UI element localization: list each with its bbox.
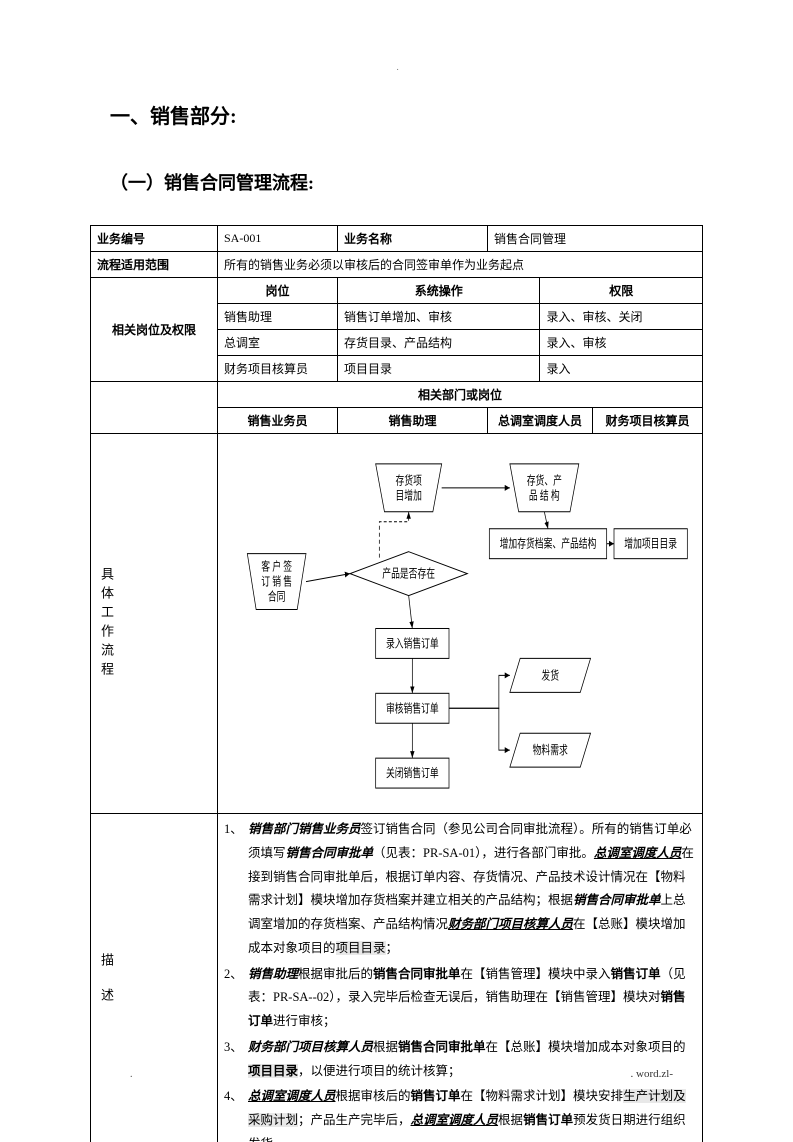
desc-item-num: 4、 [224, 1085, 248, 1142]
lane-0: 销售业务员 [218, 408, 338, 434]
flow-node: 客 户 签订 销 售合同 [247, 554, 306, 610]
desc-item-num: 1、 [224, 818, 248, 961]
page-top-dot: . [397, 62, 399, 72]
flow-node: 审核销售订单 [376, 693, 449, 723]
flow-node: 产品是否存在 [350, 552, 467, 596]
flow-side-label-text: 具体工作流程 [97, 567, 116, 681]
flow-node: 存货、产品 结 构 [510, 464, 579, 512]
biz-name-label: 业务名称 [338, 226, 488, 252]
header-row: 业务编号 SA-001 业务名称 销售合同管理 [91, 226, 703, 252]
role-0-role: 销售助理 [218, 304, 338, 330]
scope-row: 流程适用范围 所有的销售业务必须以审核后的合同签审单作为业务起点 [91, 252, 703, 278]
role-1-perm: 录入、审核 [540, 330, 703, 356]
flow-node: 增加存货档案、产品结构 [489, 529, 606, 559]
desc-item-text: 销售助理根据审批后的销售合同审批单在【销售管理】模块中录入销售订单（见表：PR-… [248, 963, 696, 1034]
svg-text:订 销 售: 订 销 售 [261, 574, 292, 589]
role-0-perm: 录入、审核、关闭 [540, 304, 703, 330]
svg-text:产品是否存在: 产品是否存在 [382, 566, 435, 581]
role-2-sys: 项目目录 [338, 356, 540, 382]
svg-text:发货: 发货 [541, 668, 559, 683]
svg-text:合同: 合同 [268, 589, 286, 604]
flow-side-label: 具体工作流程 [91, 434, 218, 814]
desc-item: 2、销售助理根据审批后的销售合同审批单在【销售管理】模块中录入销售订单（见表：P… [224, 963, 696, 1034]
svg-text:增加项目目录: 增加项目目录 [624, 536, 677, 551]
heading-2: （一）销售合同管理流程: [90, 169, 703, 195]
svg-text:增加存货档案、产品结构: 增加存货档案、产品结构 [500, 536, 597, 551]
desc-row: 描述 1、销售部门销售业务员签订销售合同（参见公司合同审批流程）。所有的销售订单… [91, 814, 703, 1142]
roles-header-row: 相关岗位及权限 岗位 系统操作 权限 [91, 278, 703, 304]
svg-text:物料需求: 物料需求 [533, 743, 569, 758]
scope-value: 所有的销售业务必须以审核后的合同签审单作为业务起点 [218, 252, 703, 278]
heading-1: 一、销售部分: [90, 100, 703, 129]
desc-side-label-text: 描述 [97, 953, 116, 1023]
flow-node: 发货 [510, 658, 591, 692]
svg-text:目增加: 目增加 [395, 488, 421, 503]
role-2-perm: 录入 [540, 356, 703, 382]
desc-item: 1、销售部门销售业务员签订销售合同（参见公司合同审批流程）。所有的销售订单必须填… [224, 818, 696, 961]
lane-3: 财务项目核算员 [593, 408, 703, 434]
biz-name-value: 销售合同管理 [488, 226, 703, 252]
flow-row: 具体工作流程 客 户 签订 销 售合同 存货项目增加产品是否存在录入销售订单审核销… [91, 434, 703, 814]
svg-text:审核销售订单: 审核销售订单 [386, 701, 439, 716]
roles-col-sys: 系统操作 [338, 278, 540, 304]
desc-item-text: 销售部门销售业务员签订销售合同（参见公司合同审批流程）。所有的销售订单必须填写销… [248, 818, 696, 961]
desc-item: 4、总调室调度人员根据审核后的销售订单在【物料需求计划】模块安排生产计划及采购计… [224, 1085, 696, 1142]
lanes-section-row: 相关部门或岗位 [91, 382, 703, 408]
desc-side-label: 描述 [91, 814, 218, 1142]
roles-group-label: 相关岗位及权限 [91, 278, 218, 382]
desc-item-num: 2、 [224, 963, 248, 1034]
page-container: 一、销售部分: （一）销售合同管理流程: 业务编号 SA-001 业务名称 销售… [0, 0, 793, 1142]
svg-text:录入销售订单: 录入销售订单 [386, 636, 439, 651]
scope-label: 流程适用范围 [91, 252, 218, 278]
svg-text:品 结 构: 品 结 构 [529, 488, 560, 503]
footer-left: . [130, 1069, 133, 1080]
footer-right: . word.zl- [631, 1068, 673, 1080]
flow-cell: 客 户 签订 销 售合同 存货项目增加产品是否存在录入销售订单审核销售订单关闭销售… [218, 434, 703, 814]
desc-item-text: 总调室调度人员根据审核后的销售订单在【物料需求计划】模块安排生产计划及采购计划；… [248, 1085, 696, 1142]
role-2-role: 财务项目核算员 [218, 356, 338, 382]
desc-cell: 1、销售部门销售业务员签订销售合同（参见公司合同审批流程）。所有的销售订单必须填… [218, 814, 703, 1142]
desc-item-num: 3、 [224, 1036, 248, 1084]
lane-1: 销售助理 [338, 408, 488, 434]
svg-text:关闭销售订单: 关闭销售订单 [386, 766, 439, 781]
role-1-sys: 存货目录、产品结构 [338, 330, 540, 356]
svg-text:存货、产: 存货、产 [527, 473, 562, 488]
flow-node: 录入销售订单 [376, 628, 449, 658]
desc-item-text: 财务部门项目核算人员根据销售合同审批单在【总账】模块增加成本对象项目的项目目录，… [248, 1036, 696, 1084]
roles-col-role: 岗位 [218, 278, 338, 304]
svg-text:客 户 签: 客 户 签 [261, 559, 292, 574]
lanes-section-label: 相关部门或岗位 [218, 382, 703, 408]
flow-node: 物料需求 [510, 733, 591, 767]
main-table: 业务编号 SA-001 业务名称 销售合同管理 流程适用范围 所有的销售业务必须… [90, 225, 703, 1142]
flowchart-svg: 客 户 签订 销 售合同 存货项目增加产品是否存在录入销售订单审核销售订单关闭销售… [218, 434, 702, 813]
flow-node: 增加项目目录 [614, 529, 687, 559]
role-0-sys: 销售订单增加、审核 [338, 304, 540, 330]
biz-code-label: 业务编号 [91, 226, 218, 252]
lane-2: 总调室调度人员 [488, 408, 593, 434]
svg-text:存货项: 存货项 [395, 473, 422, 488]
flow-node: 关闭销售订单 [376, 758, 449, 788]
biz-code-value: SA-001 [218, 226, 338, 252]
flow-node: 存货项目增加 [376, 464, 442, 512]
desc-item: 3、财务部门项目核算人员根据销售合同审批单在【总账】模块增加成本对象项目的项目目… [224, 1036, 696, 1084]
role-1-role: 总调室 [218, 330, 338, 356]
roles-col-perm: 权限 [540, 278, 703, 304]
